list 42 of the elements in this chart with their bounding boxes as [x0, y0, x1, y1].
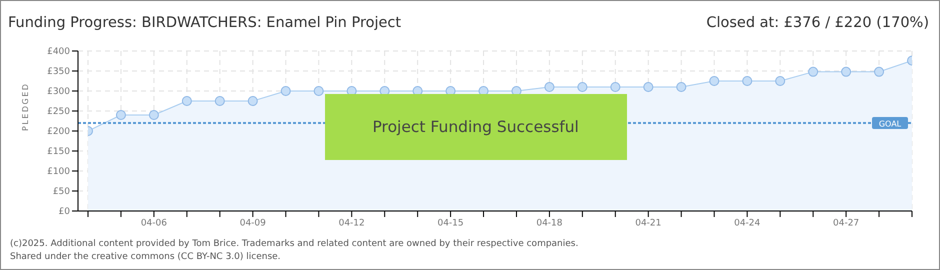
- point: [182, 96, 192, 106]
- x-tick-label: 04-12: [338, 218, 365, 228]
- point: [742, 76, 752, 86]
- point: [775, 76, 786, 86]
- point: [544, 82, 554, 92]
- text: (c)2025. Additional content provided by Tom Brice. Trademarks and related content are owned by their respective companies.: [10, 238, 578, 251]
- chart-title: Funding Progress: BIRDWATCHERS: Enamel Pin Project: [8, 15, 402, 31]
- x-tick-label: 04-21: [635, 218, 662, 228]
- annotation: Project Funding Successful: [372, 118, 579, 136]
- y-tick-label: £250: [47, 107, 70, 118]
- chart-subtitle: Closed at: £376 / £220 (170%): [706, 15, 929, 31]
- point: [248, 96, 258, 106]
- y-tick-label: £100: [47, 167, 70, 178]
- point: [577, 82, 588, 92]
- y-tick-label: £0: [58, 207, 70, 218]
- y-tick-label: £400: [47, 47, 70, 58]
- x-tick-label: 04-15: [437, 218, 464, 228]
- x-tick-label: 04-24: [734, 218, 761, 228]
- point: [214, 96, 225, 106]
- x-tick-label: 04-09: [240, 218, 266, 228]
- y-axis-title: PLEDGED: [20, 82, 30, 131]
- x-tick-label: 04-06: [140, 218, 168, 228]
- y-tick-label: £150: [47, 147, 70, 158]
- point: [676, 82, 686, 92]
- point: [116, 110, 126, 120]
- y-tick-label: £50: [52, 187, 70, 198]
- ref-line-label: GOAL: [878, 120, 902, 128]
- x-tick-label: 04-27: [833, 218, 860, 228]
- point: [643, 82, 654, 92]
- y-tick-label: £300: [47, 87, 70, 98]
- point: [874, 66, 884, 77]
- y-tick-label: £350: [47, 67, 70, 78]
- point: [709, 76, 720, 86]
- point: [808, 66, 818, 77]
- point: [148, 110, 159, 120]
- text: Shared under the creative commons (CC BY-NC 3.0) license.: [10, 251, 282, 264]
- point: [610, 82, 620, 92]
- point: [314, 86, 324, 96]
- point: [280, 86, 291, 96]
- y-tick-label: £200: [47, 127, 70, 138]
- x-tick-label: 04-18: [536, 218, 563, 228]
- point: [841, 66, 852, 77]
